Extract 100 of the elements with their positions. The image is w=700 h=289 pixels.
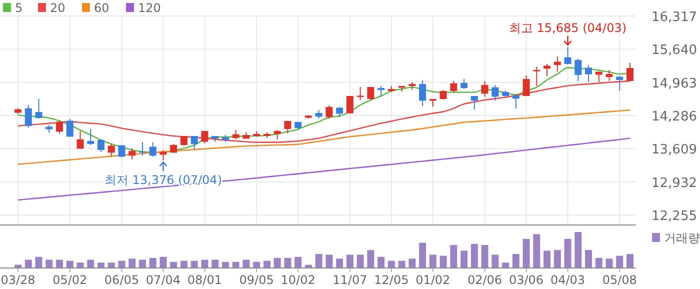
bar <box>460 250 468 268</box>
bar <box>574 232 582 268</box>
candlestick <box>66 118 74 138</box>
y-tick-label: 14,963 <box>652 76 697 92</box>
bar <box>56 260 63 268</box>
bar <box>128 258 136 268</box>
bar <box>585 250 592 268</box>
legend-label: 60 <box>94 1 110 15</box>
candlestick <box>138 142 146 156</box>
candlestick <box>284 120 292 134</box>
candlestick <box>378 86 385 98</box>
x-tick-label: 03/28 <box>0 273 36 287</box>
bar <box>253 262 260 268</box>
bar <box>522 238 530 268</box>
x-tick-label: 07/04 <box>146 273 181 287</box>
bar <box>149 258 156 268</box>
y-tick-label: 12,932 <box>652 176 697 191</box>
line-series <box>17 138 631 201</box>
bar <box>616 256 624 268</box>
x-tick-label: 03/06 <box>508 273 544 287</box>
y-tick-label: 14,286 <box>652 110 697 125</box>
candlestick <box>76 130 84 150</box>
candlestick <box>356 86 364 100</box>
bar <box>408 258 416 268</box>
bar <box>326 254 333 268</box>
candlestick <box>522 74 530 97</box>
x-tick-label: 04/03 <box>550 273 586 287</box>
x-tick-label: 06/05 <box>104 273 140 287</box>
bar <box>46 260 53 268</box>
x-tick-label: 09/05 <box>239 273 274 287</box>
bar <box>398 260 406 268</box>
candlestick <box>585 64 592 82</box>
bar <box>502 262 510 268</box>
candlestick <box>450 80 458 94</box>
bar <box>222 262 229 268</box>
candlestick <box>574 58 582 82</box>
candlestick <box>160 150 167 161</box>
bar <box>180 260 188 268</box>
bar <box>284 258 292 268</box>
bar <box>367 250 374 268</box>
candlestick <box>606 69 613 82</box>
candlestick <box>149 142 156 158</box>
candlestick <box>544 64 551 77</box>
candlestick <box>616 76 624 92</box>
candlestick <box>118 144 126 158</box>
bar <box>160 256 167 268</box>
bar <box>481 244 488 268</box>
candlestick <box>595 71 602 82</box>
bar <box>470 244 478 268</box>
bar <box>232 262 240 268</box>
bar <box>170 262 178 268</box>
candlestick <box>336 106 344 118</box>
line-series <box>17 109 631 165</box>
bar <box>440 256 447 268</box>
bar <box>533 234 540 268</box>
x-tick-label: 11/07 <box>332 273 368 287</box>
bar <box>242 260 250 268</box>
bar <box>606 258 613 268</box>
y-tick-label: 12,255 <box>652 209 697 224</box>
x-tick-label: 10/02 <box>280 273 316 287</box>
annotation: 최고 15,685 (04/03) <box>508 20 627 35</box>
candlestick <box>190 135 198 150</box>
candlestick <box>24 104 32 128</box>
candlestick <box>201 130 208 144</box>
bar <box>512 254 520 268</box>
y-tick-label: 13,609 <box>652 142 697 158</box>
bar <box>97 262 104 268</box>
candlestick <box>326 104 333 120</box>
bar <box>87 260 94 268</box>
candlestick <box>481 80 488 98</box>
y-tick-label: 16,317 <box>652 10 697 25</box>
bar <box>346 254 354 268</box>
legend-label: 20 <box>50 1 66 15</box>
x-tick-label: 08/01 <box>187 273 222 287</box>
x-tick-label: 05/02 <box>52 273 88 287</box>
bar <box>595 258 602 268</box>
bar <box>388 260 395 268</box>
bar <box>564 238 572 268</box>
legend-label: 120 <box>138 1 161 15</box>
bar <box>108 262 115 268</box>
candlestick <box>108 143 115 158</box>
bar <box>554 250 561 268</box>
bar <box>66 260 74 268</box>
candlestick <box>97 138 104 152</box>
bar <box>294 256 302 268</box>
x-tick-label: 12/05 <box>374 273 409 287</box>
candlestick <box>56 120 63 134</box>
candlestick <box>492 84 499 102</box>
bar <box>626 254 634 268</box>
candlestick <box>564 46 572 65</box>
candlestick <box>533 66 540 87</box>
bar <box>492 254 499 268</box>
candlestick <box>87 128 94 146</box>
candlestick <box>346 96 354 114</box>
candlestick <box>460 78 468 90</box>
x-tick-label: 01/02 <box>416 273 450 287</box>
bar <box>190 260 198 268</box>
candlestick <box>554 56 561 72</box>
bar <box>118 260 126 268</box>
candlestick <box>232 130 240 140</box>
